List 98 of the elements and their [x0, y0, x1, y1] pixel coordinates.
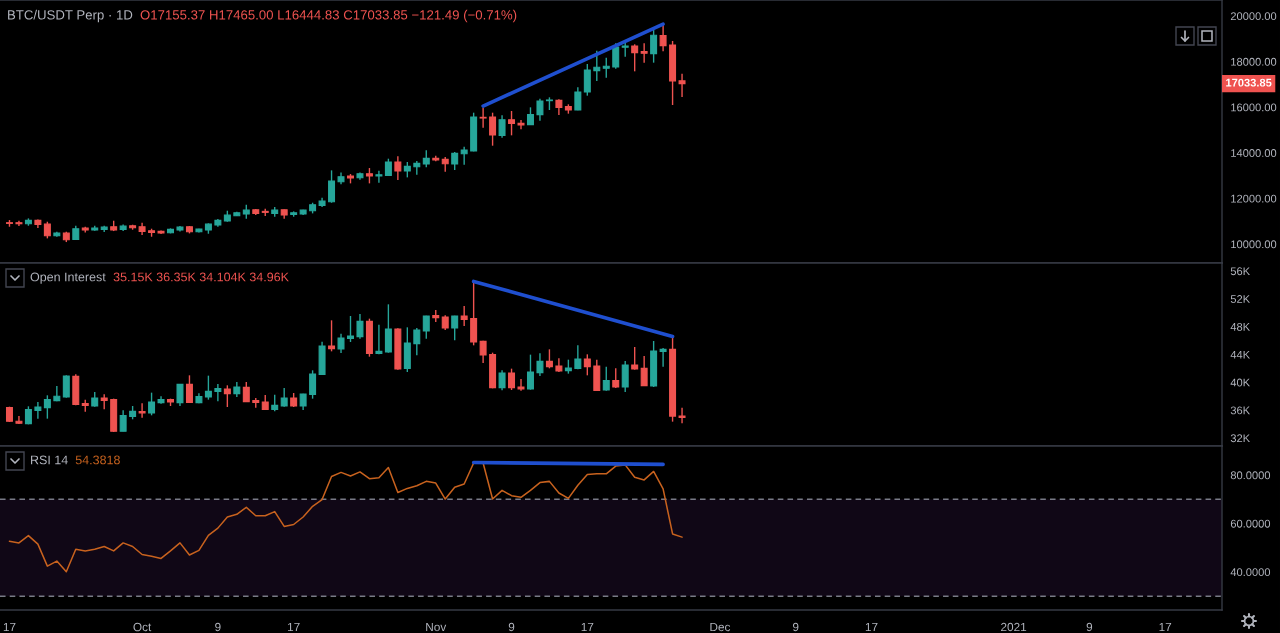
- candlestick: [460, 305, 468, 327]
- y-tick-label: 80.0000: [1230, 471, 1271, 480]
- candlestick: [612, 367, 620, 389]
- y-tick-label: 18000.00: [1231, 57, 1277, 66]
- candlestick: [280, 387, 288, 408]
- candlestick: [508, 367, 516, 391]
- candlestick: [574, 86, 582, 112]
- candlestick: [517, 378, 525, 392]
- candlestick: [640, 42, 648, 64]
- y-tick-label: 12000.00: [1231, 194, 1277, 203]
- candlestick: [204, 374, 212, 401]
- candlestick: [176, 383, 184, 407]
- y-tick-label: 36K: [1230, 406, 1250, 415]
- y-tick-label: 56K: [1230, 267, 1250, 276]
- candlestick: [460, 145, 468, 166]
- candlestick: [650, 29, 658, 64]
- candlestick: [583, 63, 591, 97]
- candlestick: [375, 323, 383, 356]
- candlestick: [517, 119, 525, 131]
- text: RSI 14: [31, 455, 68, 465]
- x-tick-label: Nov: [426, 622, 447, 632]
- candlestick: [621, 360, 629, 393]
- y-tick-label: 32K: [1230, 434, 1250, 443]
- text: 54.3818: [75, 455, 120, 465]
- candlestick: [422, 314, 430, 340]
- x-tick-label: 2021: [1001, 622, 1027, 632]
- x-tick-label: 17: [865, 622, 878, 632]
- candlestick: [583, 353, 591, 377]
- y-tick-label: 16000.00: [1231, 103, 1277, 112]
- candlestick: [536, 352, 544, 377]
- x-tick-label: 17: [1159, 622, 1172, 632]
- candlestick: [593, 49, 601, 82]
- candlestick: [489, 111, 497, 147]
- y-tick-label: 44K: [1230, 350, 1250, 359]
- candlestick: [526, 353, 534, 391]
- candlestick: [508, 110, 516, 137]
- candlestick: [451, 314, 459, 342]
- candlestick: [328, 319, 336, 353]
- candlestick: [337, 332, 345, 354]
- text: 17033.85: [1226, 78, 1272, 87]
- candlestick: [545, 348, 553, 370]
- candlestick: [384, 303, 392, 354]
- y-tick-label: 48K: [1230, 322, 1250, 331]
- candlestick: [138, 402, 146, 419]
- candlestick: [602, 56, 610, 79]
- x-tick-label: 9: [508, 622, 515, 632]
- text: Open Interest: [30, 272, 106, 284]
- candlestick: [470, 281, 478, 347]
- candlestick: [631, 346, 639, 371]
- text: 35.15K 36.35K 34.104K 34.96K: [113, 272, 289, 282]
- x-tick-label: 17: [581, 622, 594, 632]
- x-tick-label: 9: [792, 622, 799, 632]
- candlestick: [536, 97, 544, 122]
- x-tick-label: 9: [215, 622, 221, 632]
- y-tick-label: 60.0000: [1230, 519, 1271, 528]
- candlestick: [309, 369, 317, 400]
- candlestick: [62, 374, 70, 399]
- candlestick: [678, 73, 686, 98]
- candlestick: [602, 365, 610, 392]
- candlestick: [479, 106, 487, 129]
- candlestick: [148, 391, 156, 417]
- candlestick: [34, 401, 42, 420]
- y-tick-label: 14000.00: [1231, 149, 1277, 157]
- candlestick: [43, 394, 51, 420]
- candlestick: [678, 407, 686, 425]
- candlestick: [612, 42, 620, 70]
- candlestick: [498, 369, 506, 392]
- candlestick: [659, 23, 667, 53]
- candlestick: [347, 315, 354, 343]
- candlestick: [375, 170, 383, 184]
- candlestick: [328, 169, 336, 204]
- y-tick-label: 20000.00: [1230, 12, 1277, 21]
- x-tick-label: Oct: [133, 622, 152, 632]
- y-tick-label: 40.0000: [1230, 568, 1271, 577]
- candlestick: [498, 114, 506, 139]
- candlestick: [356, 313, 364, 340]
- y-tick-label: 10000.00: [1231, 240, 1277, 249]
- text: O17155.37 H17465.00 L16444.83 C17033.85 −121.49 (−0.71%): [140, 9, 517, 23]
- candlestick: [223, 384, 231, 408]
- candlestick: [242, 381, 250, 403]
- x-tick-label: Dec: [710, 622, 731, 632]
- candlestick: [119, 409, 127, 433]
- y-tick-label: 52K: [1230, 295, 1250, 303]
- candlestick: [659, 347, 667, 368]
- candlestick: [15, 415, 23, 425]
- x-tick-label: 17: [3, 622, 16, 632]
- candlestick: [185, 374, 193, 404]
- text: BTC/USDT Perp · 1D: [8, 9, 133, 23]
- candlestick: [214, 383, 222, 403]
- candlestick: [394, 155, 402, 181]
- x-tick-label: 9: [1086, 622, 1093, 632]
- candlestick: [640, 355, 648, 387]
- candlestick: [413, 327, 421, 357]
- candlestick: [631, 43, 639, 73]
- x-tick-label: 17: [287, 622, 300, 632]
- y-tick-label: 40K: [1230, 378, 1250, 387]
- candlestick: [413, 160, 421, 176]
- candlestick: [53, 385, 61, 403]
